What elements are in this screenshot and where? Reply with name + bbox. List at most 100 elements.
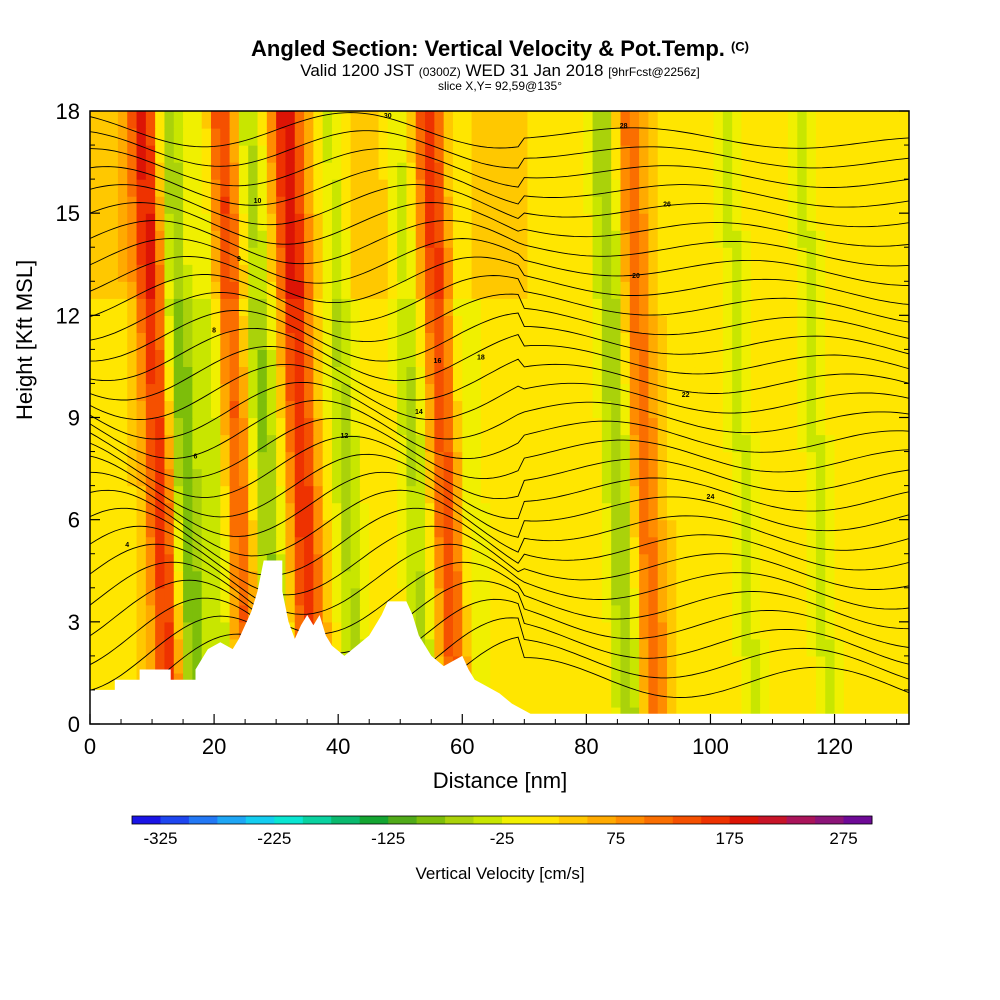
field-cell (862, 264, 873, 282)
field-cell (899, 298, 909, 316)
field-cell (778, 128, 789, 146)
field-cell (899, 587, 909, 606)
field-cell (657, 570, 668, 589)
field-cell (508, 332, 519, 350)
field-cell (527, 621, 538, 640)
field-cell (806, 468, 817, 487)
field-cell (592, 366, 603, 385)
field-cell (788, 502, 798, 521)
field-cell (601, 230, 612, 248)
field-cell (825, 434, 836, 453)
field-cell (843, 672, 854, 691)
field-cell (434, 417, 445, 436)
field-cell (248, 213, 259, 231)
field-cell (704, 247, 715, 265)
field-cell (601, 621, 612, 640)
field-cell (415, 332, 426, 350)
field-cell (722, 417, 733, 436)
field-cell (685, 485, 696, 504)
field-cell (685, 281, 696, 299)
field-cell (676, 366, 687, 385)
field-cell (145, 655, 156, 674)
field-cell (620, 332, 631, 350)
field-cell (639, 366, 650, 385)
field-cell (667, 281, 677, 299)
field-cell (788, 179, 798, 197)
field-cell (127, 264, 138, 282)
field-cell (313, 587, 324, 606)
field-cell (350, 604, 361, 623)
field-cell (620, 264, 631, 282)
field-cell (667, 128, 677, 146)
field-cell (238, 111, 249, 129)
field-cell (750, 247, 761, 265)
field-cell (369, 366, 380, 385)
field-cell (117, 621, 128, 640)
field-cell (648, 417, 659, 436)
field-cell (406, 128, 417, 146)
field-cell (155, 485, 166, 504)
field-cell (657, 332, 668, 350)
colorbar-swatch (758, 816, 788, 824)
field-cell (890, 689, 901, 708)
field-cell (760, 468, 770, 487)
field-cell (657, 604, 668, 623)
field-cell (359, 213, 370, 231)
field-cell (639, 655, 650, 674)
field-cell (648, 332, 659, 350)
field-cell (555, 638, 566, 657)
field-cell (815, 128, 826, 146)
field-cell (741, 281, 752, 299)
field-cell (378, 179, 389, 197)
field-cell (452, 570, 463, 589)
field-cell (881, 570, 891, 589)
field-cell (322, 451, 333, 470)
field-cell (853, 179, 864, 197)
field-cell (99, 672, 110, 691)
field-cell (425, 587, 435, 606)
field-cell (359, 196, 370, 214)
field-cell (583, 128, 594, 146)
field-cell (806, 298, 817, 316)
field-cell (480, 230, 491, 248)
field-cell (573, 162, 584, 180)
field-cell (639, 298, 650, 316)
field-cell (843, 400, 854, 419)
field-cell (881, 315, 891, 333)
field-cell (201, 502, 212, 521)
field-cell (648, 689, 659, 708)
field-cell (713, 536, 724, 555)
isentrope-label: 26 (663, 201, 671, 208)
field-cell (99, 366, 110, 385)
field-cell (452, 196, 463, 214)
field-cell (601, 213, 612, 231)
field-cell (722, 587, 733, 606)
field-cell (192, 519, 203, 538)
field-cell (853, 349, 864, 368)
field-cell (313, 128, 324, 146)
field-cell (853, 162, 864, 180)
field-cell (611, 621, 622, 640)
field-cell (462, 111, 473, 129)
field-cell (220, 162, 231, 180)
field-cell (573, 400, 584, 419)
field-cell (452, 400, 463, 419)
field-cell (834, 468, 845, 487)
field-cell (629, 196, 640, 214)
field-cell (183, 451, 193, 470)
field-cell (127, 434, 138, 453)
field-cell (341, 638, 352, 657)
field-cell (592, 621, 603, 640)
field-cell (685, 638, 696, 657)
field-cell (201, 247, 212, 265)
field-cell (555, 264, 566, 282)
field-cell (890, 434, 901, 453)
field-cell (694, 536, 705, 555)
field-cell (313, 196, 324, 214)
field-cell (871, 179, 882, 197)
field-cell (862, 213, 873, 231)
field-cell (629, 400, 640, 419)
field-cell (443, 570, 454, 589)
field-cell (425, 553, 435, 572)
field-cell (378, 587, 389, 606)
